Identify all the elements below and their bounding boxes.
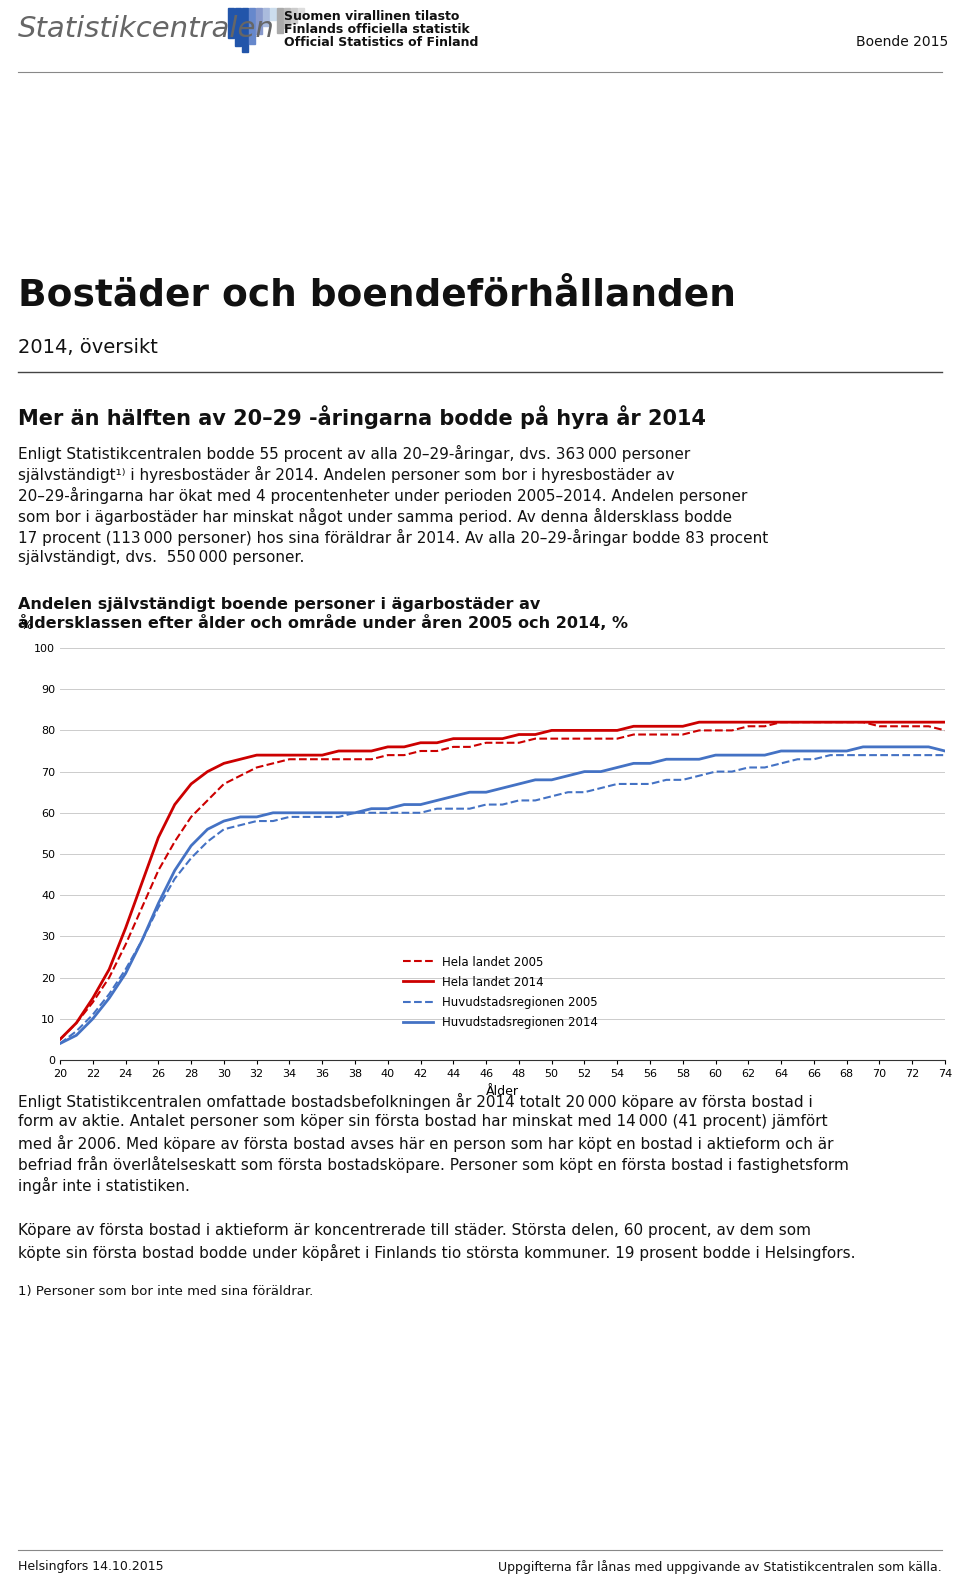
Bar — [277, 8, 282, 33]
Text: Mer än hälften av 20–29 -åringarna bodde på hyra år 2014: Mer än hälften av 20–29 -åringarna bodde… — [18, 404, 706, 428]
Text: Statistikcentralen: Statistikcentralen — [18, 14, 275, 43]
Bar — [284, 8, 290, 29]
Text: som bor i ägarbostäder har minskat något under samma period. Av denna åldersklas: som bor i ägarbostäder har minskat något… — [18, 508, 732, 525]
Bar — [242, 8, 248, 53]
Text: 17 procent (113 000 personer) hos sina föräldrar år 2014. Av alla 20–29-åringar : 17 procent (113 000 personer) hos sina f… — [18, 529, 768, 546]
Text: Boende 2015: Boende 2015 — [855, 35, 948, 49]
Text: Enligt Statistikcentralen omfattade bostadsbefolkningen år 2014 totalt 20 000 kö: Enligt Statistikcentralen omfattade bost… — [18, 1094, 813, 1110]
Text: självständigt¹⁾ i hyresbostäder år 2014. Andelen personer som bor i hyresbostäde: självständigt¹⁾ i hyresbostäder år 2014.… — [18, 466, 675, 482]
Bar — [228, 8, 233, 38]
Legend: Hela landet 2005, Hela landet 2014, Huvudstadsregionen 2005, Huvudstadsregionen : Hela landet 2005, Hela landet 2014, Huvu… — [398, 950, 603, 1033]
Text: med år 2006. Med köpare av första bostad avses här en person som har köpt en bos: med år 2006. Med köpare av första bostad… — [18, 1135, 833, 1153]
Text: 20–29-åringarna har ökat med 4 procentenheter under perioden 2005–2014. Andelen : 20–29-åringarna har ökat med 4 procenten… — [18, 487, 748, 505]
Text: form av aktie. Antalet personer som köper sin första bostad har minskat med 14 0: form av aktie. Antalet personer som köpe… — [18, 1114, 828, 1129]
Bar — [235, 8, 241, 46]
Text: Bostäder och boendeförhållanden: Bostäder och boendeförhållanden — [18, 279, 736, 314]
Text: självständigt, dvs.  550 000 personer.: självständigt, dvs. 550 000 personer. — [18, 549, 304, 565]
Bar — [249, 8, 254, 45]
Text: åldersklassen efter ålder och område under åren 2005 och 2014, %: åldersklassen efter ålder och område und… — [18, 615, 628, 630]
Text: Suomen virallinen tilasto: Suomen virallinen tilasto — [284, 10, 460, 22]
Bar — [298, 8, 303, 18]
Text: Official Statistics of Finland: Official Statistics of Finland — [284, 37, 478, 49]
Text: Andelen självständigt boende personer i ägarbostäder av: Andelen självständigt boende personer i … — [18, 597, 540, 611]
Text: befriad från överlåtelseskatt som första bostadsköpare. Personer som köpt en för: befriad från överlåtelseskatt som första… — [18, 1156, 849, 1173]
Text: Enligt Statistikcentralen bodde 55 procent av alla 20–29-åringar, dvs. 363 000 p: Enligt Statistikcentralen bodde 55 proce… — [18, 446, 690, 462]
Text: 2014, översikt: 2014, översikt — [18, 338, 157, 357]
Text: köpte sin första bostad bodde under köpåret i Finlands tio största kommuner. 19 : köpte sin första bostad bodde under köpå… — [18, 1243, 855, 1261]
Bar — [256, 8, 261, 33]
Text: Köpare av första bostad i aktieform är koncentrerade till städer. Största delen,: Köpare av första bostad i aktieform är k… — [18, 1223, 811, 1239]
Text: %: % — [20, 619, 33, 632]
X-axis label: Ålder: Ålder — [486, 1084, 519, 1097]
Bar — [263, 8, 269, 25]
Text: Uppgifterna får lånas med uppgivande av Statistikcentralen som källa.: Uppgifterna får lånas med uppgivande av … — [498, 1560, 942, 1574]
Text: Finlands officiella statistik: Finlands officiella statistik — [284, 22, 469, 37]
Text: Helsingfors 14.10.2015: Helsingfors 14.10.2015 — [18, 1560, 163, 1573]
Text: ingår inte i statistiken.: ingår inte i statistiken. — [18, 1176, 190, 1194]
Bar — [291, 8, 297, 22]
Bar — [270, 8, 276, 21]
Text: 1) Personer som bor inte med sina föräldrar.: 1) Personer som bor inte med sina föräld… — [18, 1285, 313, 1297]
